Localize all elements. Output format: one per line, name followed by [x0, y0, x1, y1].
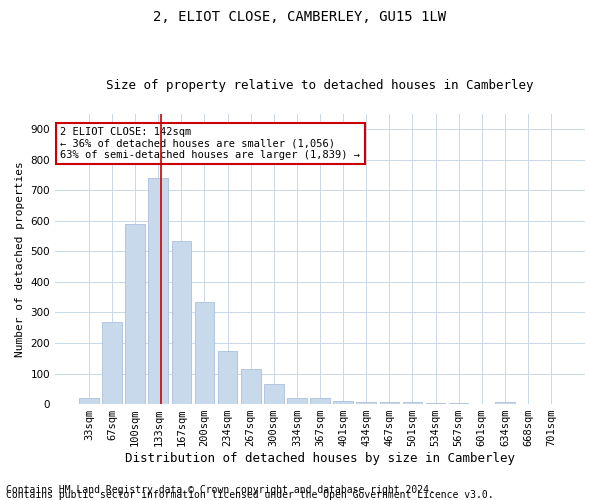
Text: Contains public sector information licensed under the Open Government Licence v3: Contains public sector information licen…: [6, 490, 494, 500]
Bar: [102, 322, 122, 404]
Text: 2 ELIOT CLOSE: 142sqm
← 36% of detached houses are smaller (1,056)
63% of semi-d: 2 ELIOT CLOSE: 142sqm ← 36% of detached …: [61, 127, 361, 160]
Bar: [194, 302, 214, 404]
Bar: [334, 401, 353, 404]
Bar: [287, 398, 307, 404]
X-axis label: Distribution of detached houses by size in Camberley: Distribution of detached houses by size …: [125, 452, 515, 465]
Text: 2, ELIOT CLOSE, CAMBERLEY, GU15 1LW: 2, ELIOT CLOSE, CAMBERLEY, GU15 1LW: [154, 10, 446, 24]
Bar: [241, 369, 260, 404]
Bar: [218, 350, 238, 404]
Bar: [426, 402, 445, 404]
Bar: [264, 384, 284, 404]
Bar: [449, 402, 469, 404]
Bar: [356, 402, 376, 404]
Bar: [495, 402, 515, 404]
Bar: [172, 240, 191, 404]
Bar: [380, 402, 399, 404]
Title: Size of property relative to detached houses in Camberley: Size of property relative to detached ho…: [106, 79, 534, 92]
Y-axis label: Number of detached properties: Number of detached properties: [15, 161, 25, 357]
Bar: [125, 224, 145, 404]
Bar: [403, 402, 422, 404]
Bar: [310, 398, 330, 404]
Bar: [79, 398, 99, 404]
Bar: [148, 178, 168, 404]
Text: Contains HM Land Registry data © Crown copyright and database right 2024.: Contains HM Land Registry data © Crown c…: [6, 485, 435, 495]
